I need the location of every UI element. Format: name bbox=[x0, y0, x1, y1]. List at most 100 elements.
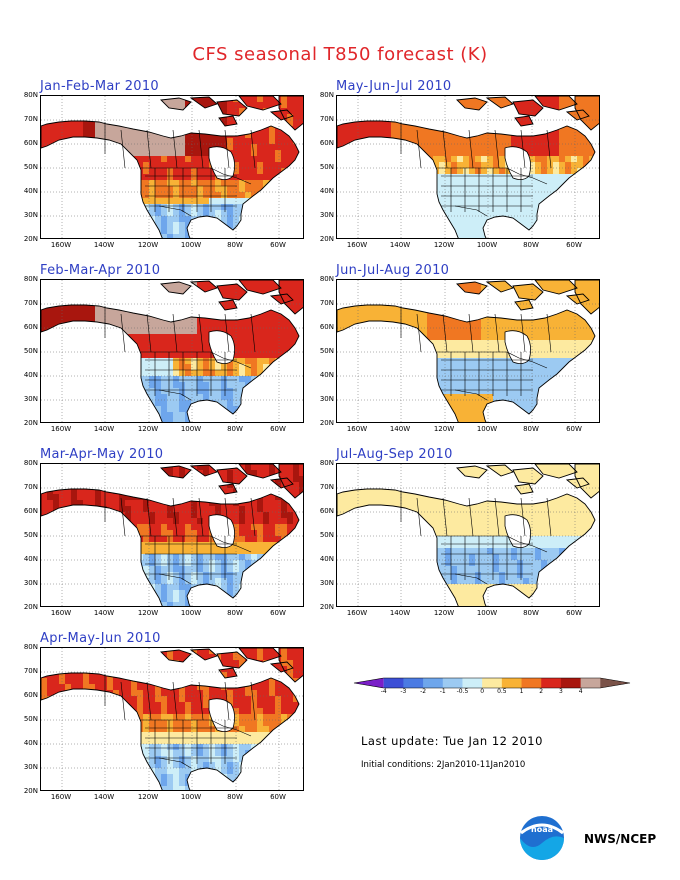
lon-label: 160W bbox=[346, 425, 368, 433]
lat-label: 60N bbox=[319, 323, 334, 331]
forecast-panel: Jan-Feb-Mar 2010 80N 70N 60N 50N 40N 30N 20N 160… bbox=[21, 80, 321, 255]
lon-label: 80W bbox=[227, 793, 243, 801]
forecast-panel: Jul-Aug-Sep 2010 80N 70N 60N 50N 40N 30N 20N 160… bbox=[317, 448, 617, 623]
lon-label: 60W bbox=[566, 425, 582, 433]
forecast-panel: Mar-Apr-May 2010 80N 70N 60N 50N 40N 30N 20N 160… bbox=[21, 448, 321, 623]
forecast-map-svg bbox=[41, 648, 303, 790]
forecast-panel: May-Jun-Jul 2010 80N 70N 60N 50N 40N 30N 20N 160… bbox=[317, 80, 617, 255]
legend-swatch bbox=[521, 678, 542, 688]
noaa-logo-text: noaa bbox=[531, 825, 553, 834]
lon-label: 100W bbox=[180, 609, 202, 617]
lon-label: 140W bbox=[389, 241, 411, 249]
lat-label: 60N bbox=[23, 139, 38, 147]
lon-label: 120W bbox=[137, 793, 159, 801]
lat-label: 60N bbox=[23, 507, 38, 515]
lon-label: 140W bbox=[93, 793, 115, 801]
lat-label: 20N bbox=[23, 235, 38, 243]
panel-title: Feb-Mar-Apr 2010 bbox=[40, 263, 161, 278]
lon-label: 60W bbox=[270, 425, 286, 433]
forecast-map bbox=[40, 279, 304, 423]
forecast-map-svg bbox=[41, 464, 303, 606]
lon-label: 80W bbox=[227, 609, 243, 617]
lat-label: 80N bbox=[23, 275, 38, 283]
lat-label: 30N bbox=[23, 395, 38, 403]
lat-label: 80N bbox=[23, 459, 38, 467]
lat-label: 30N bbox=[319, 579, 334, 587]
lat-label: 30N bbox=[319, 395, 334, 403]
legend-tick-label: 2 bbox=[539, 688, 544, 695]
lat-label: 80N bbox=[319, 459, 334, 467]
noaa-logo: noaa bbox=[520, 816, 564, 860]
panel-title: Mar-Apr-May 2010 bbox=[40, 447, 164, 462]
lat-label: 50N bbox=[23, 531, 38, 539]
forecast-map-svg bbox=[337, 280, 599, 422]
lon-label: 140W bbox=[93, 425, 115, 433]
lon-label: 160W bbox=[346, 609, 368, 617]
lat-label: 70N bbox=[319, 115, 334, 123]
lon-label: 160W bbox=[50, 425, 72, 433]
legend-swatch bbox=[541, 678, 562, 688]
lon-label: 100W bbox=[180, 793, 202, 801]
lat-label: 60N bbox=[319, 139, 334, 147]
lat-label: 70N bbox=[23, 667, 38, 675]
lat-label: 40N bbox=[319, 555, 334, 563]
forecast-map bbox=[336, 463, 600, 607]
lat-label: 50N bbox=[319, 163, 334, 171]
panel-title: Jun-Jul-Aug 2010 bbox=[336, 263, 450, 278]
lon-label: 100W bbox=[476, 609, 498, 617]
lon-label: 140W bbox=[389, 425, 411, 433]
lon-label: 100W bbox=[476, 425, 498, 433]
lat-label: 70N bbox=[23, 115, 38, 123]
lon-label: 80W bbox=[523, 425, 539, 433]
legend-tick-label: -0.5 bbox=[456, 688, 469, 695]
lon-label: 120W bbox=[137, 609, 159, 617]
legend-tick-label: -2 bbox=[420, 688, 427, 695]
lon-label: 80W bbox=[227, 241, 243, 249]
lat-label: 70N bbox=[319, 483, 334, 491]
legend-swatch bbox=[354, 678, 384, 688]
legend-swatch bbox=[442, 678, 463, 688]
forecast-panel: Jun-Jul-Aug 2010 80N 70N 60N 50N 40N 30N 20N 160… bbox=[317, 264, 617, 439]
legend-tick-label: 0.5 bbox=[497, 688, 507, 695]
forecast-map-svg bbox=[41, 280, 303, 422]
lon-label: 140W bbox=[93, 241, 115, 249]
lon-label: 160W bbox=[50, 609, 72, 617]
lat-label: 20N bbox=[23, 603, 38, 611]
lat-label: 40N bbox=[319, 187, 334, 195]
lat-label: 80N bbox=[23, 643, 38, 651]
lon-label: 60W bbox=[566, 609, 582, 617]
lat-label: 40N bbox=[319, 371, 334, 379]
lon-label: 120W bbox=[433, 241, 455, 249]
lat-label: 50N bbox=[23, 347, 38, 355]
lat-label: 50N bbox=[23, 715, 38, 723]
lon-label: 120W bbox=[137, 425, 159, 433]
forecast-panel: Feb-Mar-Apr 2010 80N 70N 60N 50N 40N 30N 20N 160… bbox=[21, 264, 321, 439]
lon-label: 60W bbox=[566, 241, 582, 249]
lon-label: 120W bbox=[433, 425, 455, 433]
legend-tick-label: 3 bbox=[559, 688, 563, 695]
lat-label: 60N bbox=[23, 323, 38, 331]
initial-conditions-text: Initial conditions: 2Jan2010-11Jan2010 bbox=[361, 760, 526, 770]
lat-label: 40N bbox=[23, 187, 38, 195]
lat-label: 80N bbox=[23, 91, 38, 99]
lon-label: 80W bbox=[523, 609, 539, 617]
lon-label: 160W bbox=[50, 793, 72, 801]
lon-label: 80W bbox=[227, 425, 243, 433]
forecast-panel: Apr-May-Jun 2010 80N 70N 60N 50N 40N 30N 20N 160… bbox=[21, 632, 321, 807]
lat-label: 30N bbox=[23, 579, 38, 587]
legend-tick-label: 1 bbox=[519, 688, 524, 695]
lon-label: 140W bbox=[389, 609, 411, 617]
lat-label: 20N bbox=[23, 787, 38, 795]
lon-label: 160W bbox=[346, 241, 368, 249]
legend-tick-label: -4 bbox=[380, 688, 387, 695]
forecast-map bbox=[40, 647, 304, 791]
lon-label: 100W bbox=[180, 425, 202, 433]
lat-label: 60N bbox=[23, 691, 38, 699]
lon-label: 140W bbox=[93, 609, 115, 617]
forecast-map-svg bbox=[337, 96, 599, 238]
lon-label: 60W bbox=[270, 793, 286, 801]
lat-label: 40N bbox=[23, 371, 38, 379]
legend-swatch bbox=[560, 678, 582, 688]
lat-label: 70N bbox=[319, 299, 334, 307]
forecast-map bbox=[336, 95, 600, 239]
